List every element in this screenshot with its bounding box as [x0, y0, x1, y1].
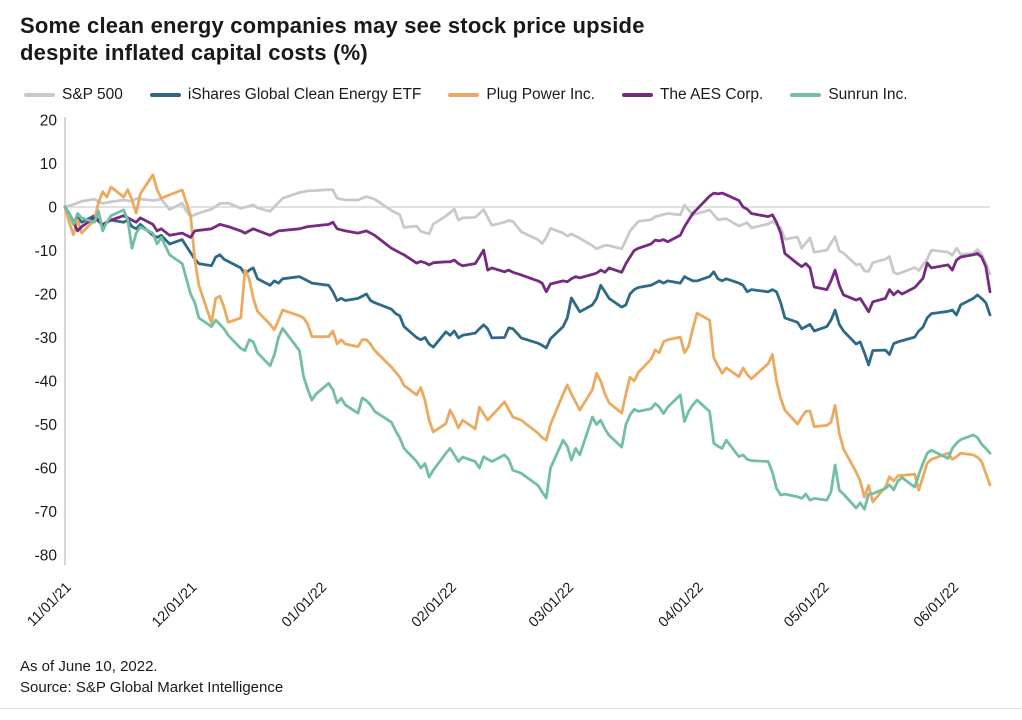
y-tick-label: -20	[35, 287, 58, 304]
x-tick-label: 05/01/22	[781, 580, 832, 631]
y-tick-label: 10	[40, 156, 58, 173]
y-tick-label: -10	[35, 243, 58, 260]
x-tick-label: 06/01/22	[911, 580, 962, 631]
y-tick-label: -40	[35, 374, 58, 391]
legend-swatch-aes	[621, 93, 653, 97]
y-tick-label: -70	[35, 504, 58, 521]
y-tick-label: -50	[35, 417, 58, 434]
legend-item-ishares: iShares Global Clean Energy ETF	[149, 86, 422, 104]
x-tick-label: 03/01/22	[526, 580, 577, 631]
legend-label-sp500: S&P 500	[62, 86, 123, 103]
legend-item-sunrun: Sunrun Inc.	[790, 86, 908, 104]
x-tick-label: 12/01/21	[149, 580, 200, 631]
y-tick-label: -80	[35, 548, 58, 565]
series-line-sunrun	[63, 205, 992, 511]
legend-swatch-sp500	[24, 93, 55, 97]
legend-item-aes: The AES Corp.	[621, 86, 764, 104]
y-tick-label: 20	[40, 113, 58, 130]
legend-label-ishares: iShares Global Clean Energy ETF	[187, 86, 422, 103]
bottom-divider	[0, 708, 1022, 709]
x-tick-label: 01/01/22	[279, 580, 330, 631]
source-attribution: Source: S&P Global Market Intelligence	[20, 679, 284, 696]
legend-item-sp500: S&P 500	[24, 86, 123, 104]
x-tick-label: 11/01/21	[24, 580, 74, 630]
legend-label-aes: The AES Corp.	[659, 86, 764, 103]
line-chart: 20 10 0 -10 -20 -30 -40 -50 -60 -70 -80 11/01/21 12/…	[24, 113, 992, 631]
x-tick-label: 04/01/22	[656, 580, 707, 631]
series-line-sp500	[63, 188, 992, 276]
legend-label-plug: Plug Power Inc.	[486, 86, 595, 103]
y-tick-label: 0	[48, 200, 57, 217]
y-tick-label: -30	[35, 330, 58, 347]
legend-swatch-plug	[448, 93, 480, 97]
legend-label-sunrun: Sunrun Inc.	[828, 86, 908, 103]
legend-item-plug: Plug Power Inc.	[448, 86, 595, 104]
chart-title-line2: despite inflated capital costs (%)	[20, 40, 368, 65]
chart-title-line1: Some clean energy companies may see stoc…	[20, 13, 645, 38]
legend-swatch-ishares	[149, 93, 181, 97]
chart-title: Some clean energy companies may see stoc…	[20, 12, 880, 66]
y-tick-label: -60	[35, 461, 58, 478]
chart-footer: As of June 10, 2022. Source: S&P Global …	[20, 656, 283, 698]
legend: S&P 500 iShares Global Clean Energy ETF Pl…	[24, 86, 908, 104]
series-line-ishares	[63, 205, 992, 367]
series-line-plug	[63, 173, 992, 504]
x-tick-label: 02/01/22	[409, 580, 460, 631]
as-of-date: As of June 10, 2022.	[20, 658, 158, 675]
series-line-aes	[63, 191, 992, 314]
legend-swatch-sunrun	[790, 93, 822, 97]
